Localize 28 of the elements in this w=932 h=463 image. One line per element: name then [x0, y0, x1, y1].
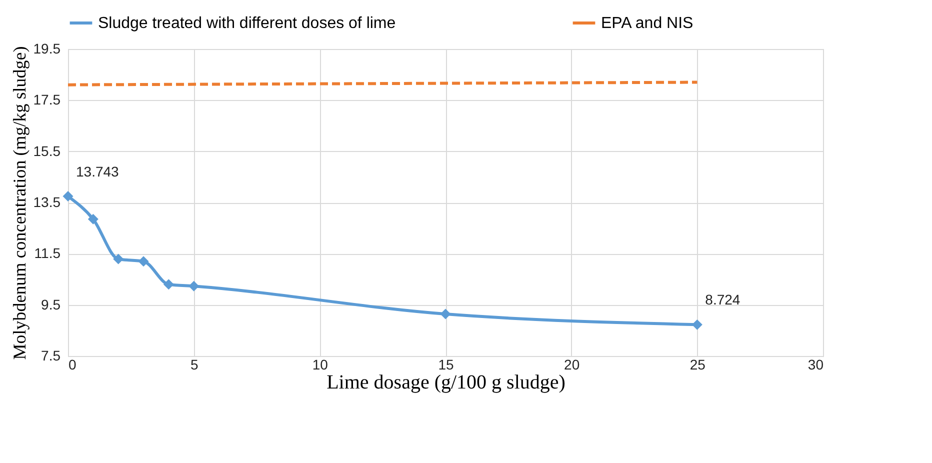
- y-tick-label: 15.5: [33, 142, 61, 159]
- y-axis-title: Molybdenum concentration (mg/kg sludge): [9, 46, 30, 360]
- y-tick-label: 7.5: [41, 348, 61, 364]
- x-tick-label: 25: [690, 356, 706, 372]
- point: [163, 279, 174, 290]
- legend-label: Sludge treated with different doses of lime: [98, 15, 396, 32]
- legend-label: EPA and NIS: [601, 15, 694, 32]
- point: [62, 191, 74, 202]
- x-tick-label: 15: [438, 356, 454, 372]
- y-tick-label: 11.5: [34, 245, 61, 262]
- data-label: 13.743: [76, 163, 120, 180]
- y-tick-label: 19.5: [33, 40, 61, 56]
- point: [113, 254, 124, 264]
- point: [188, 280, 200, 292]
- y-tick-label: 9.5: [41, 296, 61, 312]
- x-tick-label: 30: [808, 356, 824, 372]
- y-tick-label: 17.5: [33, 92, 61, 108]
- x-tick-label: 10: [312, 356, 328, 372]
- point: [440, 308, 451, 320]
- point: [692, 319, 702, 330]
- x-axis-title: Lime dosage (g/100 g sludge): [326, 372, 566, 394]
- point: [138, 256, 149, 267]
- point: [88, 214, 98, 224]
- x-tick-label: 20: [564, 356, 580, 372]
- y-tick-label: 13.5: [33, 194, 61, 210]
- data-label: 8.724: [705, 292, 740, 308]
- x-tick-label: 0: [68, 356, 76, 372]
- x-tick-label: 5: [190, 356, 198, 372]
